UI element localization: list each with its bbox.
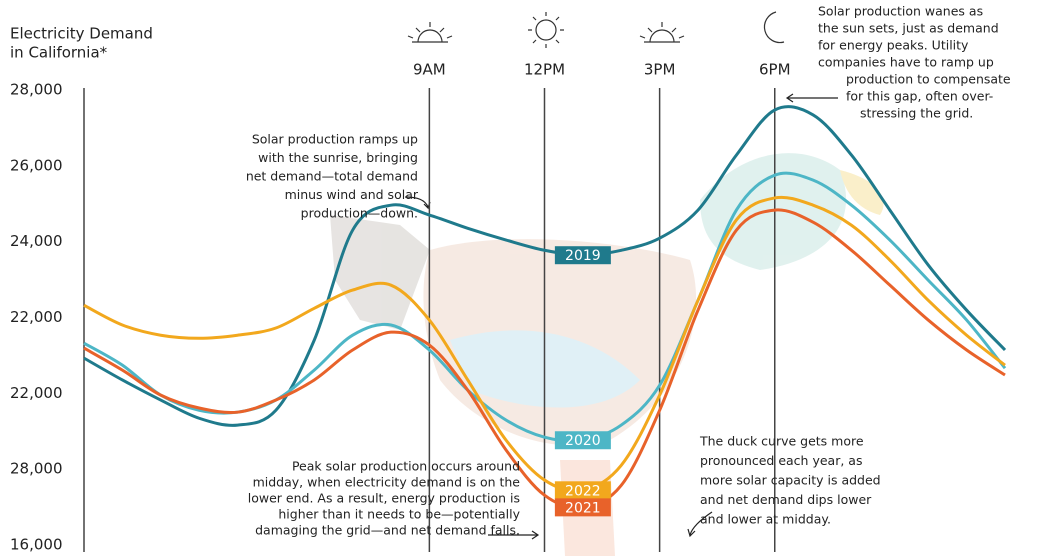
series-label-box	[554, 246, 611, 265]
annotation: for energy peaks. Utility	[818, 38, 969, 53]
icons	[407, 11, 785, 48]
annotation: Peak solar production occurs around	[292, 459, 520, 474]
annotation: Solar production wanes as	[818, 4, 983, 19]
annotation: stressing the grid.	[860, 106, 973, 121]
annotation: for this gap, often over-	[846, 89, 993, 104]
annotation: pronounced each year, as	[700, 453, 862, 468]
y-tick-label: 22,000	[10, 308, 63, 326]
series-label: 2020	[565, 433, 601, 449]
annotation: minus wind and solar	[285, 187, 419, 202]
annotation: companies have to ramp up	[818, 55, 994, 70]
y-tick-label: 24,000	[10, 232, 63, 250]
annotation: Solar production ramps up	[252, 132, 418, 147]
series-line	[83, 105, 1007, 427]
y-tick-label: 28,000	[10, 460, 63, 478]
annotation: The duck curve gets more	[699, 434, 864, 449]
annotation: damaging the grid—and net demand falls.	[255, 523, 520, 538]
series-label: 2021	[565, 500, 601, 516]
annotation: net demand—total demand	[246, 169, 418, 184]
y-axis-title: Electricity Demand	[10, 25, 153, 43]
annotation: with the sunrise, bringing	[258, 150, 418, 165]
arrows	[404, 93, 838, 540]
annotation: more solar capacity is added	[700, 473, 881, 488]
annotation: production—down.	[301, 206, 418, 221]
annotation: lower end. As a result, energy productio…	[248, 491, 520, 506]
annotation: and net demand dips lower	[700, 492, 872, 507]
annotation: midday, when electricity demand is on th…	[253, 475, 521, 490]
series-label-box	[554, 481, 611, 500]
annotation: the sun sets, just as demand	[818, 21, 999, 36]
series-label: 2019	[565, 248, 601, 264]
annotation: higher than it needs to be—potentially	[278, 507, 520, 522]
annotation: production to compensate	[846, 72, 1011, 87]
y-tick-label: 28,000	[10, 81, 63, 99]
series-label-box	[554, 431, 611, 450]
annotation: and lower at midday.	[700, 512, 831, 527]
series-label-box	[554, 498, 611, 517]
y-axis-title: in California*	[10, 44, 108, 62]
y-tick-label: 22,000	[10, 384, 63, 402]
series-line	[83, 195, 1006, 493]
x-tick-label: 9AM	[413, 61, 446, 79]
x-tick-label: 3PM	[644, 61, 676, 79]
series-label: 2022	[565, 483, 601, 499]
x-tick-label: 12PM	[524, 61, 565, 79]
series-line	[83, 208, 1006, 510]
y-tick-label: 16,000	[10, 536, 63, 554]
y-tick-label: 26,000	[10, 156, 63, 174]
x-tick-label: 6PM	[759, 61, 791, 79]
